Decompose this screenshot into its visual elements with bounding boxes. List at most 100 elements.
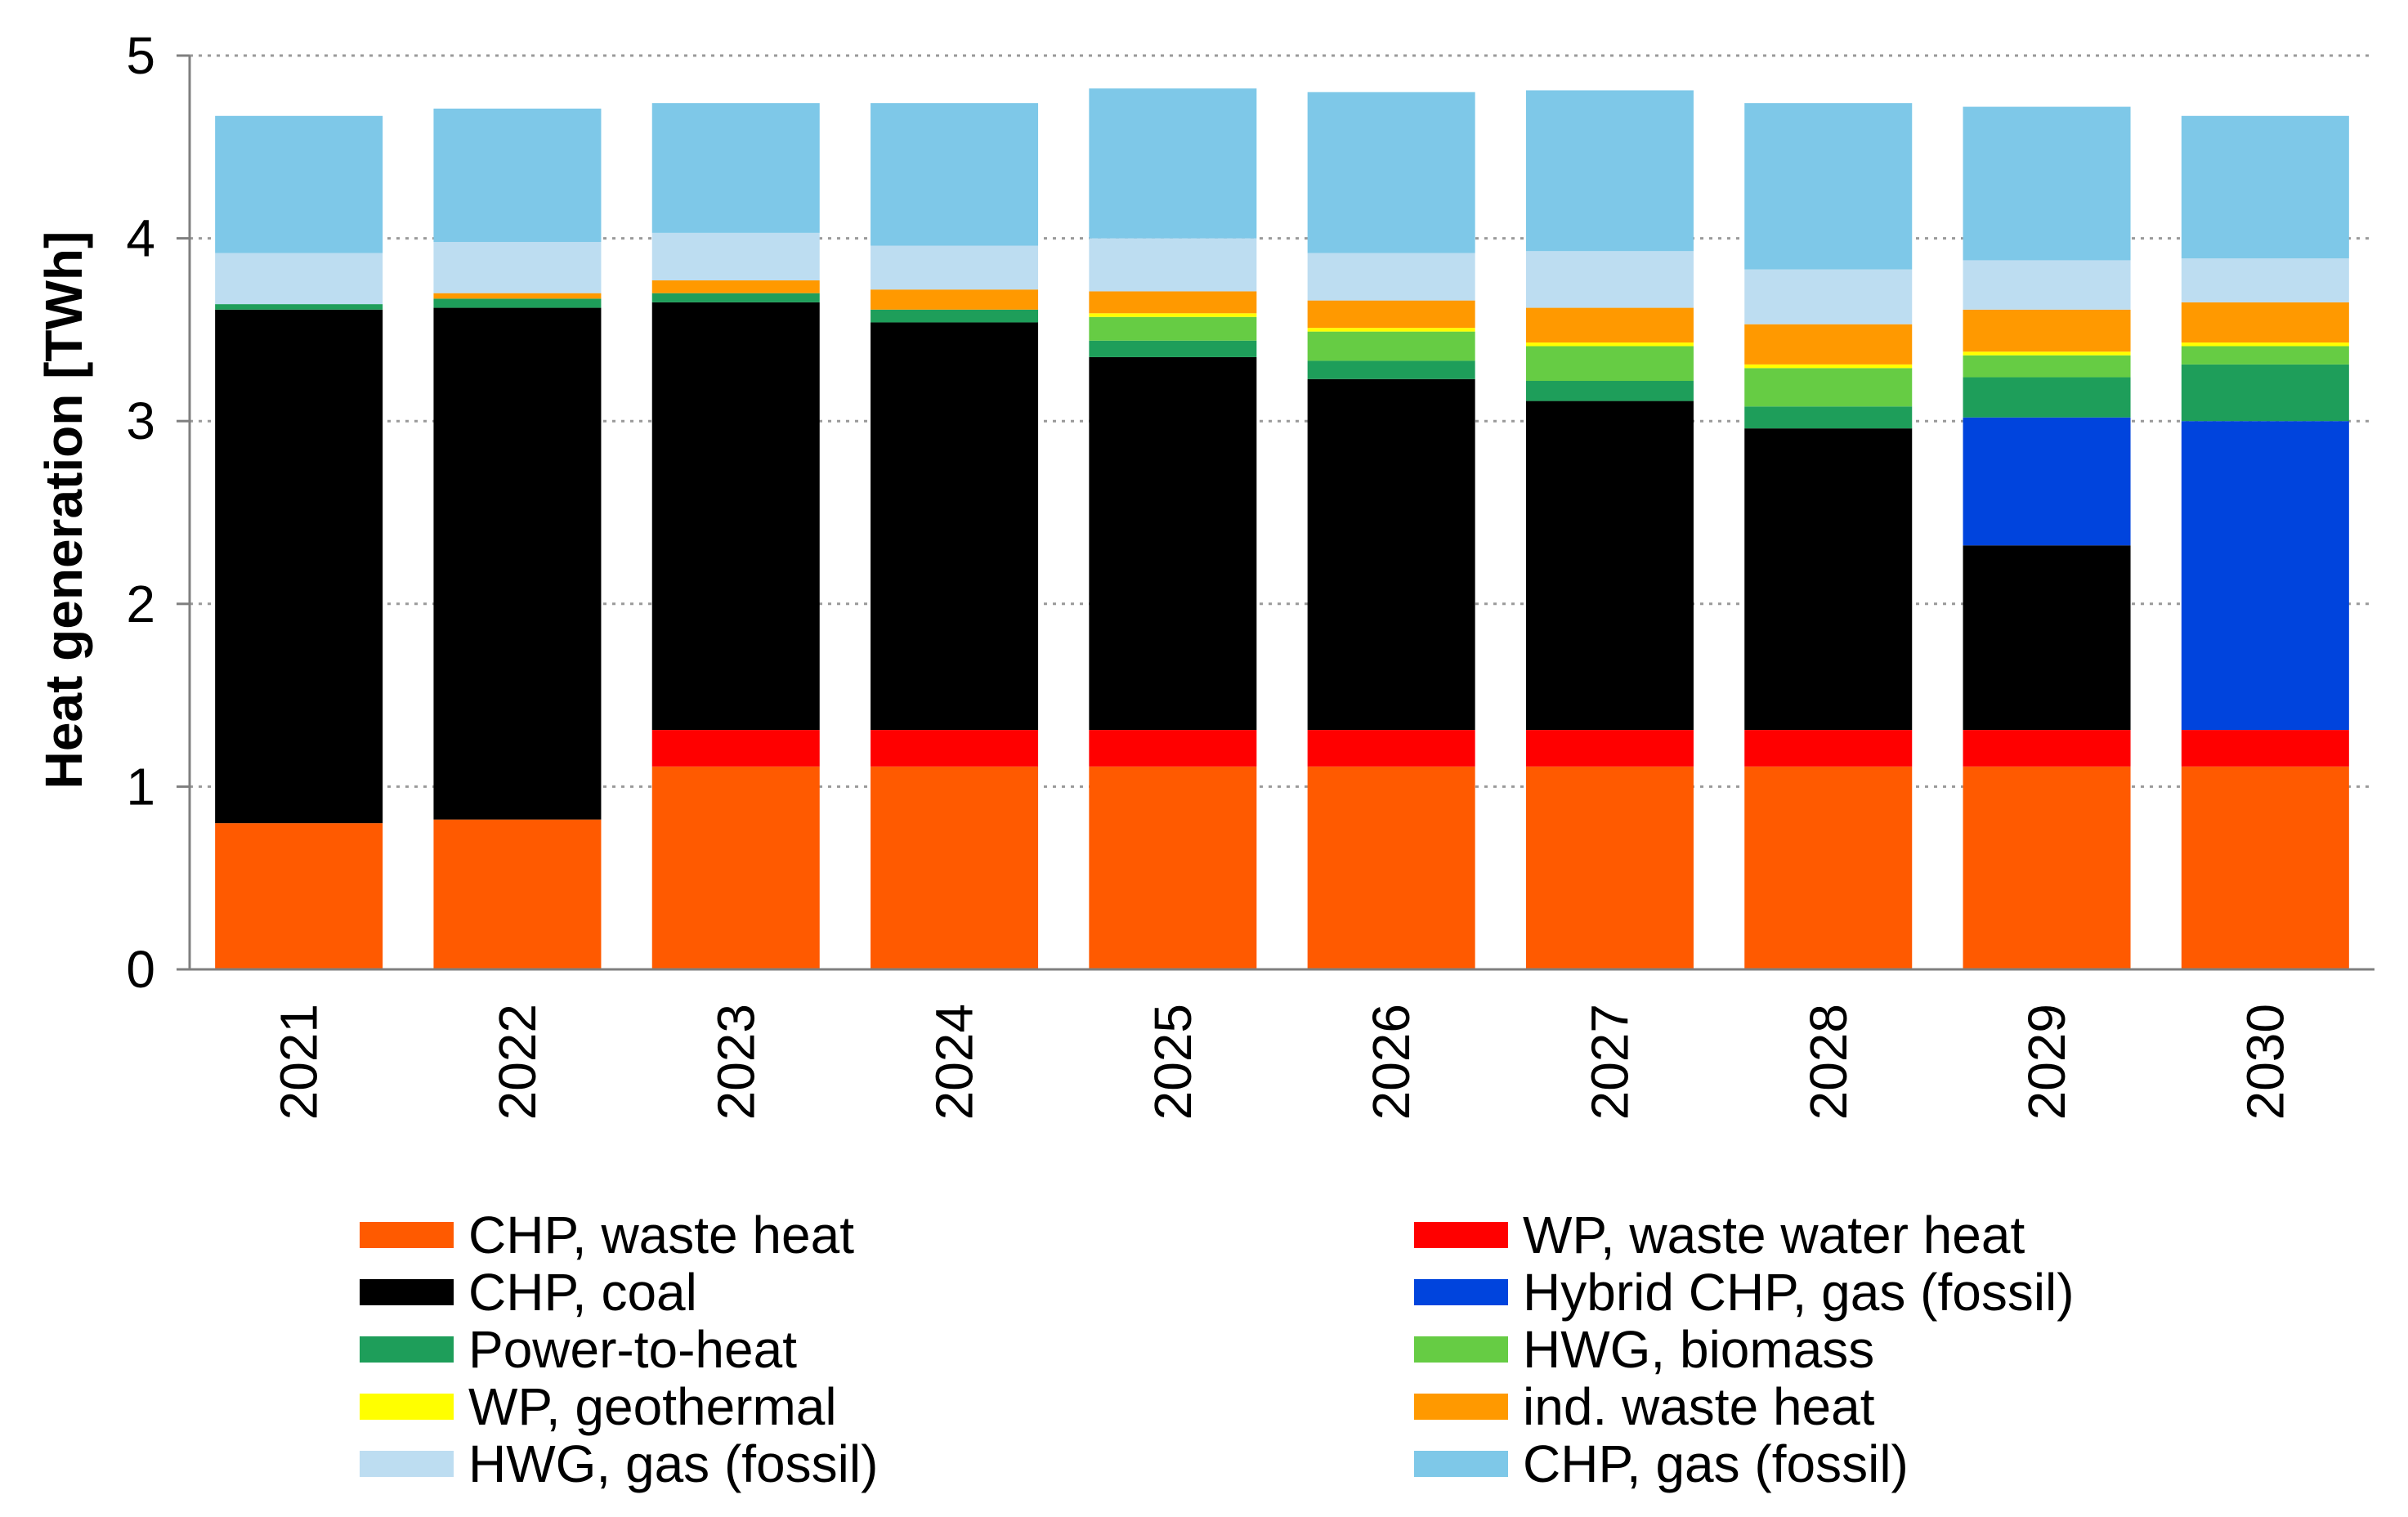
bar-segment: [1307, 360, 1475, 379]
bar-segment: [1744, 428, 1913, 731]
bar-segment: [1525, 730, 1694, 767]
bar-segment: [651, 302, 820, 731]
legend-item: CHP, gas (fossil): [1414, 1437, 1909, 1491]
legend-label: HWG, gas (fossil): [468, 1434, 879, 1493]
bars: [215, 88, 2349, 969]
x-tick-label: 2026: [1362, 1004, 1421, 1120]
legend-label: HWG, biomass: [1523, 1320, 1875, 1379]
bar-segment: [433, 242, 602, 293]
bar-segment: [1963, 351, 2131, 356]
x-tick-label: 2024: [925, 1004, 984, 1120]
bar-segment: [871, 730, 1039, 767]
legend-label: WP, geothermal: [468, 1377, 837, 1436]
y-axis-title: Heat generation [TWh]: [34, 231, 93, 790]
y-tick-label: 4: [126, 209, 155, 268]
bar-segment: [651, 293, 820, 302]
legend-swatch: [1414, 1222, 1508, 1248]
bar-segment: [1525, 251, 1694, 308]
bar-segment: [1744, 269, 1913, 324]
legend-swatch: [1414, 1279, 1508, 1305]
bar-segment: [1963, 309, 2131, 352]
bar-segment: [651, 103, 820, 233]
legend-item: Hybrid CHP, gas (fossil): [1414, 1265, 2075, 1319]
bar-segment: [1525, 381, 1694, 401]
bar-segment: [871, 309, 1039, 323]
legend-item: Power-to-heat: [360, 1322, 797, 1376]
bar-segment: [215, 823, 383, 969]
legend-item: WP, waste water heat: [1414, 1208, 2025, 1262]
bar-segment: [1307, 328, 1475, 332]
bar-segment: [1307, 253, 1475, 301]
bar-segment: [651, 280, 820, 293]
x-tick-label: 2022: [488, 1004, 547, 1120]
heat-generation-chart: 0 1 2 3 4 5 2021 2022 2023 2024 2025 2026 2027 2028 20…: [34, 26, 2374, 1120]
y-tick-label: 1: [126, 757, 155, 816]
bar-segment: [433, 298, 602, 308]
legend-item: WP, geothermal: [360, 1380, 837, 1434]
y-tick-label: 2: [126, 575, 155, 633]
x-tick-label: 2029: [2017, 1004, 2076, 1120]
bar-segment: [433, 293, 602, 299]
legend-item: ind. waste heat: [1414, 1380, 1875, 1434]
bar-segment: [433, 108, 602, 243]
bar-segment: [1963, 106, 2131, 261]
legend-item: CHP, waste heat: [360, 1208, 854, 1262]
bar-segment: [215, 115, 383, 253]
bar-segment: [1525, 342, 1694, 347]
bar-segment: [1525, 401, 1694, 731]
axes: 0 1 2 3 4 5 2021 2022 2023 2024 2025 2026 2027 2028 20…: [126, 26, 2374, 1120]
bar-segment: [1525, 346, 1694, 382]
legend-swatch: [360, 1279, 454, 1305]
bar-segment: [1307, 92, 1475, 253]
bar-segment: [1307, 378, 1475, 731]
y-tick-label: 3: [126, 392, 155, 450]
bar-segment: [871, 766, 1039, 969]
bar-segment: [215, 253, 383, 305]
legend-label: ind. waste heat: [1523, 1377, 1875, 1436]
bar-segment: [1089, 766, 1257, 969]
legend-swatch: [360, 1336, 454, 1363]
bar-segment: [1963, 417, 2131, 546]
bar-segment: [433, 819, 602, 969]
bar-segment: [871, 322, 1039, 731]
bar-segment: [1744, 324, 1913, 365]
legend-label: CHP, coal: [468, 1263, 697, 1322]
bar-segment: [1963, 260, 2131, 310]
bar-segment: [1963, 355, 2131, 378]
bar-segment: [2181, 115, 2349, 259]
bar-segment: [1307, 300, 1475, 329]
bar-segment: [871, 245, 1039, 290]
legend: CHP, waste heat WP, waste water heat CHP, …: [360, 1208, 2240, 1502]
legend-label: WP, waste water heat: [1523, 1206, 2025, 1264]
legend-label: Power-to-heat: [468, 1320, 797, 1379]
bar-segment: [1744, 364, 1913, 369]
bar-segment: [1744, 103, 1913, 270]
bar-segment: [1744, 730, 1913, 767]
bar-segment: [1089, 291, 1257, 314]
bar-segment: [2181, 342, 2349, 347]
legend-label: Hybrid CHP, gas (fossil): [1523, 1263, 2075, 1322]
bar-segment: [1963, 377, 2131, 418]
x-tick-label: 2021: [270, 1004, 329, 1120]
bar-segment: [1089, 730, 1257, 767]
bar-segment: [1089, 316, 1257, 341]
x-tick-label: 2027: [1580, 1004, 1639, 1120]
legend-swatch: [1414, 1451, 1508, 1477]
bar-segment: [1744, 766, 1913, 969]
bar-segment: [2181, 346, 2349, 365]
bar-segment: [651, 766, 820, 969]
bar-segment: [1089, 356, 1257, 731]
y-tick-label: 5: [126, 26, 155, 85]
bar-segment: [1307, 331, 1475, 361]
bar-segment: [1089, 88, 1257, 239]
bar-segment: [1089, 340, 1257, 357]
bar-segment: [1963, 766, 2131, 969]
legend-item: HWG, biomass: [1414, 1322, 1874, 1376]
bar-segment: [651, 730, 820, 767]
legend-label: CHP, waste heat: [468, 1206, 854, 1264]
bar-segment: [433, 307, 602, 820]
bar-segment: [2181, 364, 2349, 422]
bar-segment: [1963, 545, 2131, 731]
bar-segment: [1525, 766, 1694, 969]
legend-swatch: [360, 1394, 454, 1420]
